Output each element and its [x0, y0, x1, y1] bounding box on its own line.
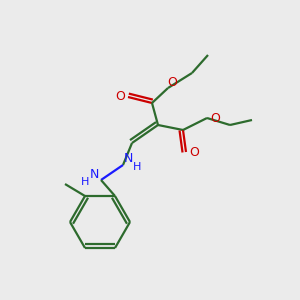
- Text: O: O: [115, 89, 125, 103]
- Text: O: O: [167, 76, 177, 89]
- Text: H: H: [133, 162, 141, 172]
- Text: O: O: [189, 146, 199, 160]
- Text: N: N: [89, 167, 99, 181]
- Text: N: N: [123, 152, 133, 166]
- Text: H: H: [81, 177, 89, 187]
- Text: O: O: [210, 112, 220, 124]
